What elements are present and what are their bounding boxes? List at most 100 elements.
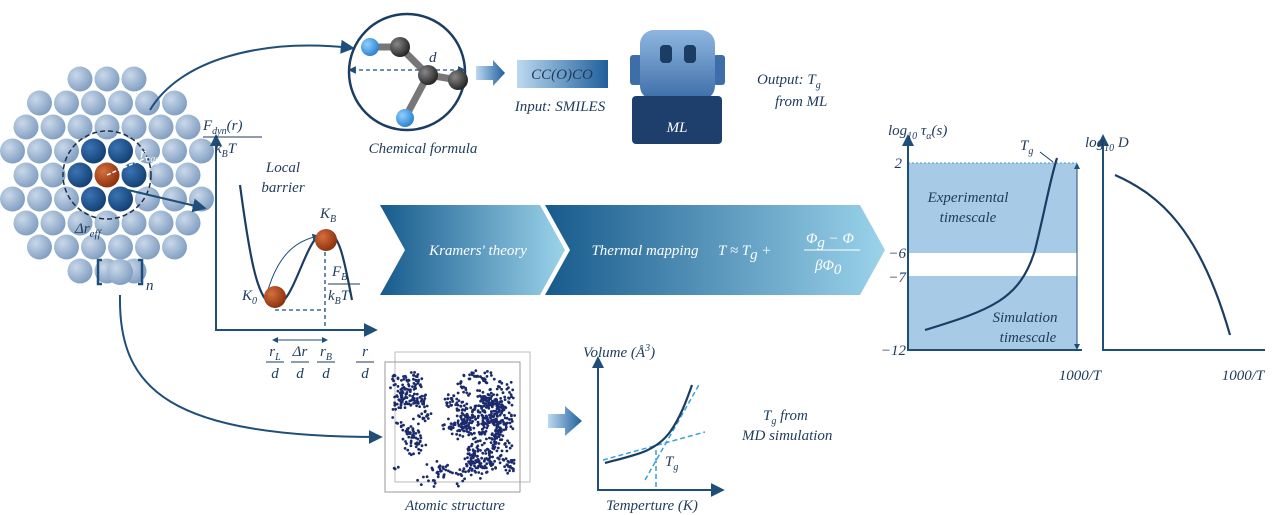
volume-label: Volume (Å3) <box>583 343 655 361</box>
atom <box>499 433 502 436</box>
atom <box>507 418 511 421</box>
atom <box>482 425 486 429</box>
atom <box>406 429 409 433</box>
atom <box>476 448 480 451</box>
atom <box>498 461 502 465</box>
label: r <box>269 344 275 360</box>
atom <box>509 380 513 384</box>
atom <box>480 443 484 447</box>
atom <box>506 439 509 443</box>
atom <box>497 435 501 438</box>
atom <box>425 463 429 466</box>
y-label-den: kBT <box>215 141 238 160</box>
atom <box>511 388 515 392</box>
atom <box>461 469 465 473</box>
atom <box>476 420 480 424</box>
atom <box>461 400 465 404</box>
atom <box>431 467 434 471</box>
chevron <box>545 205 885 295</box>
atom <box>409 371 413 374</box>
smiles: CC(O)CO <box>531 67 593 83</box>
atom <box>512 469 515 473</box>
atom <box>463 404 466 407</box>
atom <box>454 403 458 407</box>
atom <box>466 448 470 452</box>
atom <box>488 436 491 440</box>
atom <box>409 453 413 457</box>
fraction-den: d <box>361 366 369 382</box>
atom <box>477 460 480 464</box>
atom <box>468 453 472 457</box>
sphere <box>13 210 39 236</box>
atom <box>490 395 493 398</box>
label: 0 <box>252 296 257 307</box>
atom <box>403 402 407 406</box>
atom <box>477 404 481 407</box>
sphere <box>54 90 79 116</box>
label: log <box>1085 135 1105 151</box>
atom <box>467 445 471 449</box>
sphere <box>54 186 79 212</box>
cage-radius <box>106 156 149 176</box>
atom <box>411 385 414 388</box>
label: g <box>816 80 821 91</box>
label: Δr <box>74 221 90 237</box>
axes <box>1097 134 1265 351</box>
label: k <box>328 288 335 304</box>
atom <box>455 397 459 401</box>
atom <box>473 436 477 440</box>
atom <box>400 389 404 393</box>
tick-label: 2 <box>895 156 903 172</box>
atom <box>458 468 462 471</box>
atom <box>479 465 483 469</box>
atom <box>468 373 471 377</box>
n-label: n <box>146 278 154 294</box>
label: − Φ <box>825 231 855 247</box>
atom <box>473 415 476 418</box>
atom <box>427 479 430 483</box>
atom <box>415 397 419 400</box>
atom <box>484 414 488 418</box>
atom <box>511 427 515 431</box>
arrow <box>149 39 355 111</box>
region-label: timescale <box>1000 330 1057 346</box>
equation-den: βΦ0 <box>814 258 842 278</box>
sphere <box>67 162 93 188</box>
atom <box>475 375 478 378</box>
label: B <box>222 149 228 160</box>
atom <box>479 399 482 403</box>
atom <box>504 457 508 460</box>
atom <box>393 401 397 405</box>
robot-head <box>640 30 715 100</box>
atom <box>480 413 484 417</box>
atom <box>442 427 445 431</box>
sphere <box>0 138 25 164</box>
atom <box>470 371 474 375</box>
thermal-label: Thermal mapping <box>591 243 699 259</box>
fraction-den: d <box>322 366 330 382</box>
sphere <box>0 186 25 212</box>
atom <box>493 433 497 437</box>
sphere <box>67 210 93 236</box>
atom <box>419 436 423 440</box>
atom <box>409 444 413 448</box>
atom <box>456 437 460 441</box>
atom <box>396 465 400 469</box>
label: g <box>673 462 678 473</box>
atom <box>513 414 516 417</box>
output-label: Output: Tg <box>757 72 821 91</box>
sphere <box>94 114 120 140</box>
atom <box>418 405 421 408</box>
atom <box>397 406 401 409</box>
atom <box>451 426 455 430</box>
atom <box>404 395 408 399</box>
sphere <box>108 186 133 212</box>
atom <box>471 461 475 465</box>
atom <box>510 418 513 421</box>
atom <box>507 460 511 464</box>
label: cage <box>146 154 165 165</box>
atom <box>489 391 493 395</box>
atom <box>443 397 447 401</box>
